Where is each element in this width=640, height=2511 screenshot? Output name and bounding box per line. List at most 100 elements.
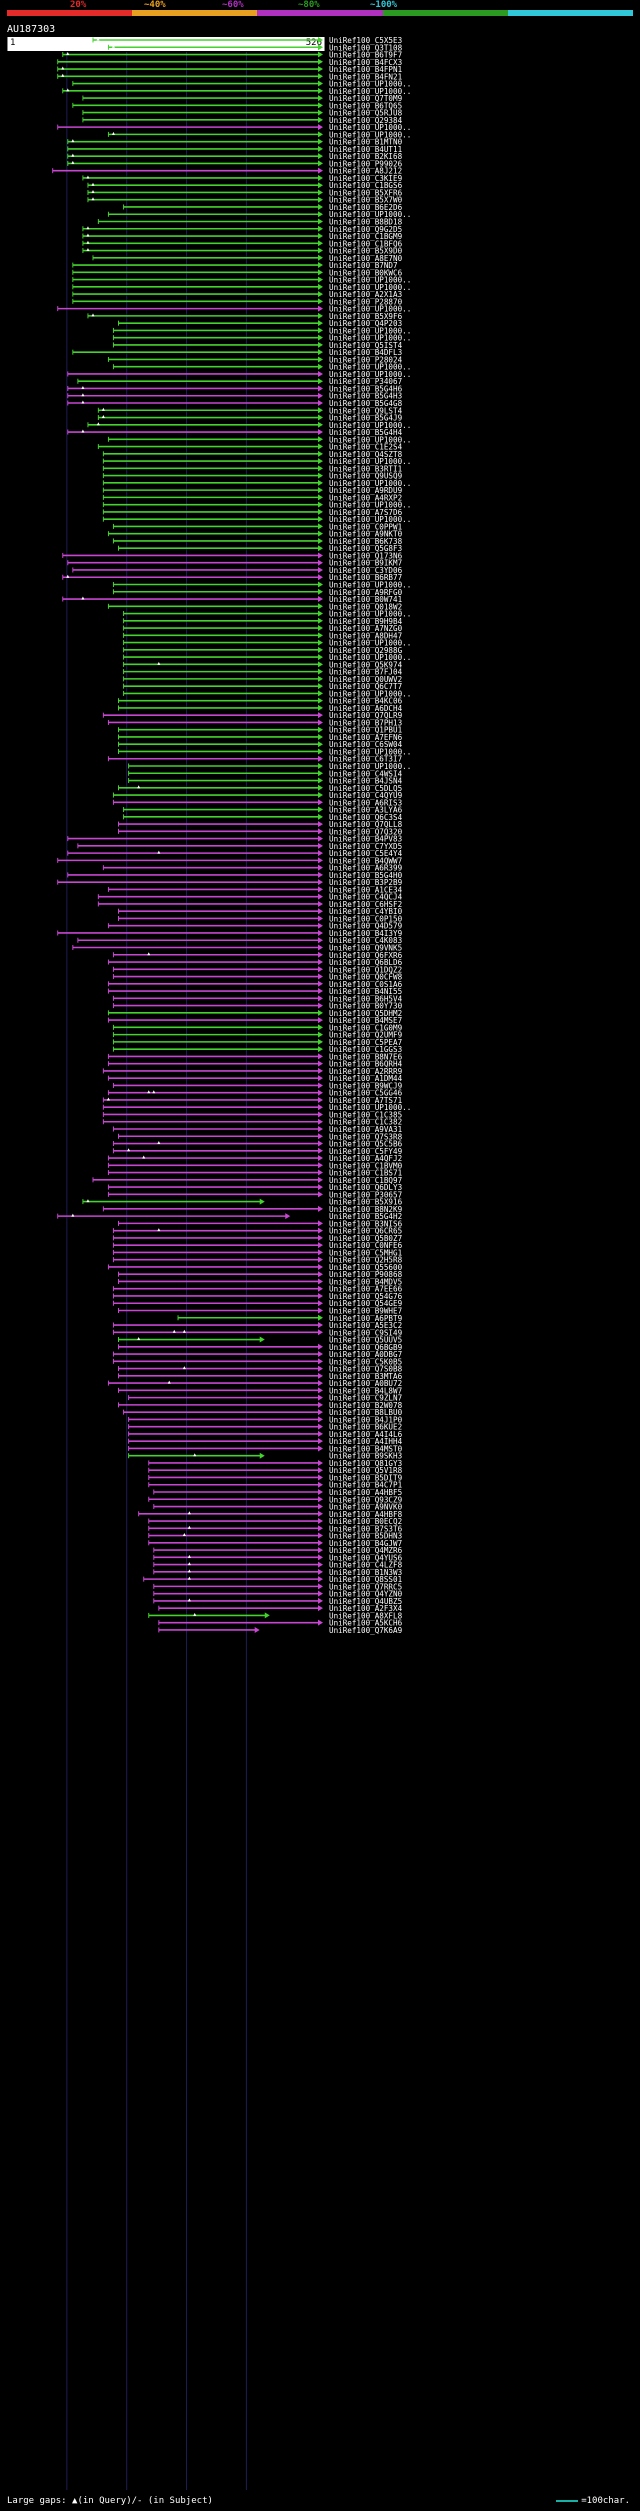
hit-row[interactable]: UniRef100_B9WCJ9 (112, 1081, 403, 1090)
hit-label[interactable]: UniRef100_B6KUE2 (329, 1423, 402, 1432)
hit-label[interactable]: UniRef100_A4HBF8 (329, 1510, 403, 1519)
hit-row[interactable]: UniRef100_C4WSI4 (128, 769, 403, 778)
hit-label[interactable]: UniRef100_A3LYA6 (329, 806, 403, 815)
hit-row[interactable]: UniRef100_A6DCH4 (118, 704, 403, 713)
hit-row[interactable]: UniRef100_B6QRH4 (107, 1060, 403, 1069)
hit-label[interactable]: UniRef100_A8DH47 (329, 631, 402, 640)
hit-row[interactable]: UniRef100_B5G4J9 (97, 414, 403, 423)
hit-row[interactable]: UniRef100_Q9G2D5 (82, 225, 402, 234)
hit-row[interactable]: UniRef100_Q4UBZ5 (153, 1597, 402, 1606)
hit-row[interactable]: UniRef100_Q7T0M9 (82, 94, 403, 103)
hit-label[interactable]: UniRef100_C1BFQ6 (329, 239, 403, 248)
hit-row[interactable]: UniRef100_C5GG46 (107, 1089, 403, 1098)
hit-label[interactable]: UniRef100_A7S7D6 (329, 508, 403, 517)
hit-row[interactable]: UniRef100_C4K083 (77, 936, 402, 945)
hit-label[interactable]: UniRef100_B2W078 (329, 1401, 403, 1410)
hit-row[interactable]: UniRef100_P99026 (67, 159, 403, 168)
hit-label[interactable]: UniRef100_Q6CR65 (329, 1227, 402, 1236)
hit-row[interactable]: UniRef100_B4UT11 (67, 145, 403, 154)
hit-row[interactable]: UniRef100_Q2988G (123, 646, 403, 655)
hit-label[interactable]: UniRef100_B5G4H6 (329, 384, 403, 393)
hit-label[interactable]: UniRef100_B5X916 (329, 1198, 403, 1207)
hit-row[interactable]: UniRef100_C1G0M9 (112, 1023, 403, 1032)
hit-label[interactable]: UniRef100_Q54G76 (329, 1292, 403, 1301)
hit-label[interactable]: UniRef100_B4MST0 (329, 1444, 403, 1453)
hit-row[interactable]: UniRef100_UP1000.. (123, 639, 412, 648)
hit-label[interactable]: UniRef100_UP1000.. (329, 479, 411, 488)
hit-row[interactable]: UniRef100_A5KCH6 (158, 1619, 403, 1628)
hit-label[interactable]: UniRef100_C3KIE9 (329, 174, 403, 183)
hit-row[interactable]: UniRef100_C5PEA7 (112, 1038, 402, 1047)
hit-label[interactable]: UniRef100_B4FCX3 (329, 58, 402, 67)
hit-label[interactable]: UniRef100_C0PPW1 (329, 522, 403, 531)
hit-label[interactable]: UniRef100_C4WSI4 (329, 769, 403, 778)
hit-label[interactable]: UniRef100_UP1000.. (329, 421, 411, 430)
hit-row[interactable]: UniRef100_B7FJ04 (123, 668, 403, 677)
hit-label[interactable]: UniRef100_Q5G8F3 (329, 544, 402, 553)
hit-label[interactable]: UniRef100_B3P2B9 (329, 878, 403, 887)
hit-label[interactable]: UniRef100_B5X9D0 (329, 247, 403, 256)
hit-row[interactable]: UniRef100_Q9USQ9 (102, 472, 403, 481)
hit-label[interactable]: UniRef100_B8N7E6 (329, 1052, 403, 1061)
hit-label[interactable]: UniRef100_B6K738 (329, 537, 403, 546)
hit-row[interactable]: UniRef100_B5G4G8 (67, 399, 403, 408)
hit-label[interactable]: UniRef100_Q29384 (329, 116, 403, 125)
hit-label[interactable]: UniRef100_Q4YZN0 (329, 1590, 403, 1599)
hit-label[interactable]: UniRef100_Q8SS01 (329, 1575, 403, 1584)
hit-label[interactable]: UniRef100_UP1000.. (329, 283, 411, 292)
hit-row[interactable]: UniRef100_B8BD18 (97, 218, 403, 227)
hit-label[interactable]: UniRef100_Q9LST4 (329, 406, 403, 415)
hit-label[interactable]: UniRef100_C1C382 (329, 1118, 402, 1127)
hit-row[interactable]: UniRef100_B4NI55 (107, 987, 402, 996)
hit-label[interactable]: UniRef100_Q2H5R8 (329, 1256, 403, 1265)
hit-label[interactable]: UniRef100_Q7Q320 (329, 827, 403, 836)
hit-row[interactable]: UniRef100_A1DM44 (107, 1074, 403, 1083)
hit-label[interactable]: UniRef100_UP1000.. (329, 689, 411, 698)
hit-row[interactable]: UniRef100_Q5G8F3 (118, 544, 403, 553)
hit-row[interactable]: UniRef100_C5K0B5 (112, 1357, 402, 1366)
hit-label[interactable]: UniRef100_A8XFL8 (329, 1611, 403, 1620)
hit-row[interactable]: UniRef100_Q9LST4 (97, 406, 403, 415)
hit-row[interactable]: UniRef100_Q55600 (107, 1263, 403, 1272)
hit-row[interactable]: UniRef100_A9RFG0 (112, 588, 403, 597)
hit-label[interactable]: UniRef100_UP1000.. (329, 610, 411, 619)
hit-label[interactable]: UniRef100_Q9G2D5 (329, 225, 402, 234)
hit-row[interactable]: UniRef100_B3RTI1 (102, 464, 403, 473)
hit-row[interactable]: UniRef100_B6RB77 (62, 573, 402, 582)
hit-row[interactable]: UniRef100_C1BGM9 (82, 232, 403, 241)
hit-row[interactable]: UniRef100_A4RXP2 (102, 493, 402, 502)
hit-row[interactable]: UniRef100_B7ND7 (72, 261, 398, 270)
hit-label[interactable]: UniRef100_C5FY49 (329, 1147, 403, 1156)
hit-label[interactable]: UniRef100_C9ZLN7 (329, 1394, 402, 1403)
hit-row[interactable]: UniRef100_C3KIE9 (82, 174, 403, 183)
hit-row[interactable]: UniRef100_B4DFL3 (72, 348, 402, 357)
hit-row[interactable]: UniRef100_C1BGS6 (87, 181, 403, 190)
hit-label[interactable]: UniRef100_A4I4L6 (329, 1430, 403, 1439)
hit-label[interactable]: UniRef100_A7EE66 (329, 1285, 403, 1294)
hit-label[interactable]: UniRef100_P28024 (329, 355, 403, 364)
hit-label[interactable]: UniRef100_Q7K6A9 (329, 1626, 403, 1635)
hit-label[interactable]: UniRef100_UP1000.. (329, 457, 411, 466)
hit-label[interactable]: UniRef100_UP1000.. (329, 363, 411, 372)
hit-row[interactable]: UniRef100_Q6BGB9 (118, 1343, 403, 1352)
hit-row[interactable]: UniRef100_B4C7P1 (148, 1481, 403, 1490)
hit-row[interactable]: UniRef100_C0NFE6 (112, 1241, 403, 1250)
hit-label[interactable]: UniRef100_A9RFG0 (329, 588, 403, 597)
hit-row[interactable]: UniRef100_B4MSE7 (107, 1016, 402, 1025)
hit-label[interactable]: UniRef100_UP1000.. (329, 501, 411, 510)
hit-label[interactable]: UniRef100_Q9USQ9 (329, 472, 403, 481)
hit-label[interactable]: UniRef100_Q7QLL8 (329, 820, 403, 829)
hit-label[interactable]: UniRef100_C1C385 (329, 1110, 402, 1119)
hit-label[interactable]: UniRef100_Q4SZT8 (329, 450, 403, 459)
hit-label[interactable]: UniRef100_B4MSE7 (329, 1016, 402, 1025)
hit-label[interactable]: UniRef100_Q7RRC5 (329, 1582, 402, 1591)
hit-row[interactable]: UniRef100_A9RDU9 (102, 486, 403, 495)
hit-row[interactable]: UniRef100_B6E2D6 (123, 203, 403, 212)
hit-label[interactable]: UniRef100_Q93CZ9 (329, 1495, 403, 1504)
hit-row[interactable]: UniRef100_A1CE34 (107, 885, 403, 894)
hit-row[interactable]: UniRef100_A6PBT9 (177, 1314, 403, 1323)
hit-label[interactable]: UniRef100_A5KCH6 (329, 1619, 403, 1628)
hit-row[interactable]: UniRef100_Q0UWV2 (123, 675, 403, 684)
hit-row[interactable]: UniRef100_A9VA31 (112, 1125, 403, 1134)
hit-row[interactable]: UniRef100_UP1000.. (102, 501, 411, 510)
